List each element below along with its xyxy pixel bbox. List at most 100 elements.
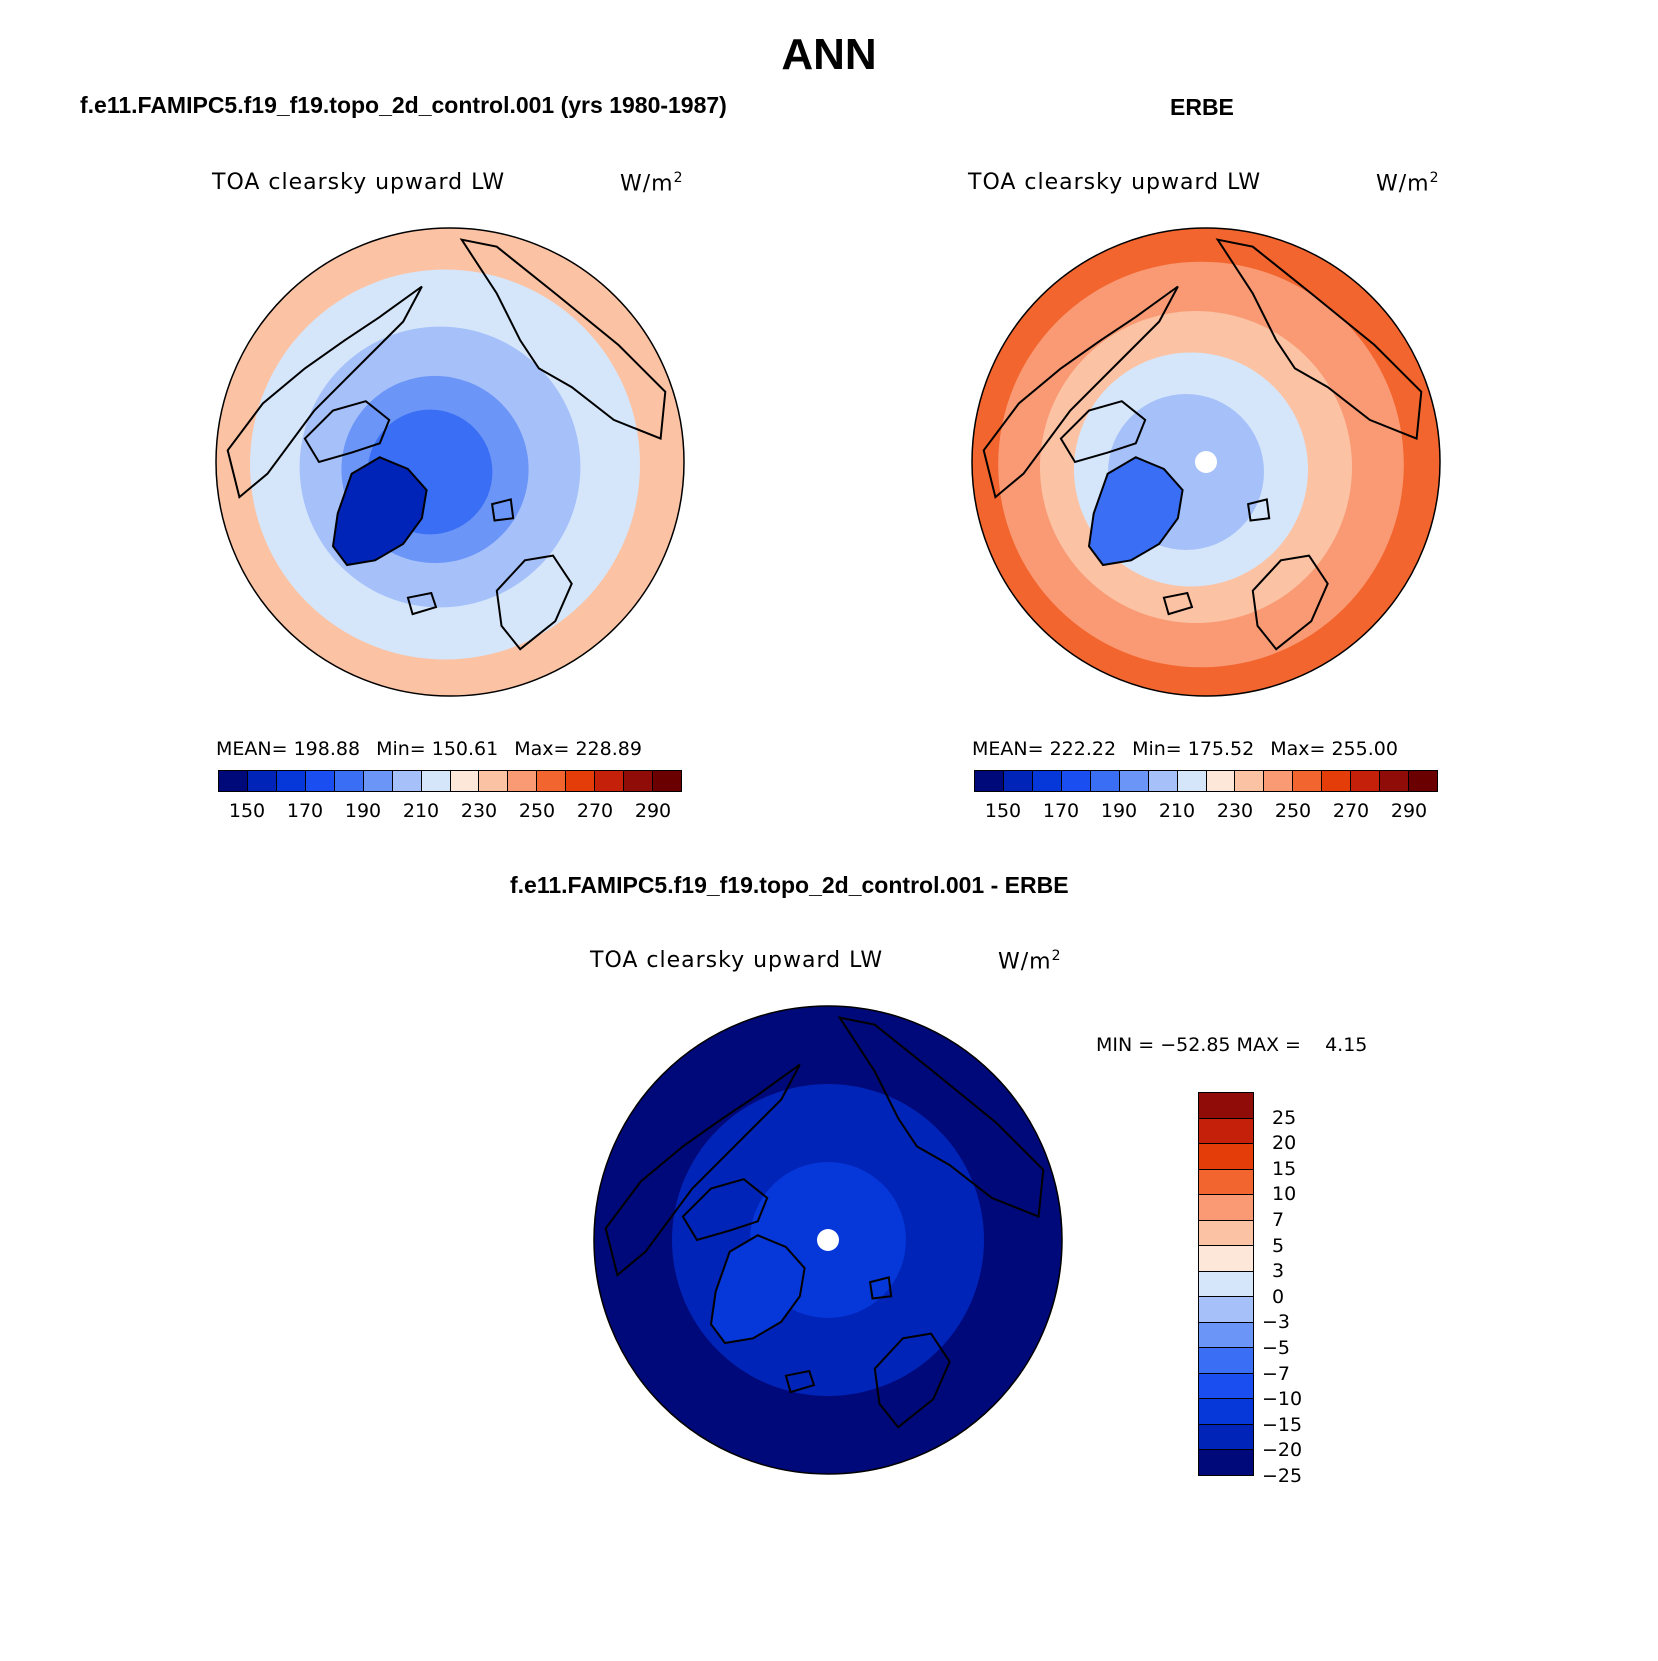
page-title: ANN	[781, 30, 877, 79]
mean-label: MEAN= 198.88	[216, 738, 361, 760]
colorbar-segment	[276, 771, 306, 791]
colorbar-segment	[624, 771, 654, 791]
coastline	[709, 1234, 806, 1345]
colorbar-tick-label: 290	[634, 800, 672, 822]
units-exponent: 2	[1051, 948, 1062, 964]
colorbar-tick-label: 0	[1272, 1285, 1285, 1308]
greenland-region	[333, 457, 427, 565]
colorbar-segment	[1119, 771, 1149, 791]
coastline	[868, 1276, 893, 1300]
colorbar-tick-label: 250	[518, 800, 556, 822]
colorbar-tick-label: 190	[1100, 800, 1138, 822]
colorbar-segment	[1264, 771, 1294, 791]
colorbar-tick-label: 150	[228, 800, 266, 822]
colorbar-tick-label: 270	[576, 800, 614, 822]
polar-map-obs	[971, 227, 1441, 697]
units-base: W/m	[998, 949, 1052, 975]
colorbar-tick-label: 210	[402, 800, 440, 822]
colorbar-obs	[974, 770, 1438, 792]
colorbar-segment	[392, 771, 422, 791]
colorbar-segment	[247, 771, 277, 791]
colorbar-tick-label: 170	[1042, 800, 1080, 822]
colorbar-segment	[1235, 771, 1265, 791]
coastline	[982, 285, 1179, 499]
colorbar-segment	[1206, 771, 1236, 791]
coastline	[1087, 456, 1184, 567]
colorbar-tick-label: 290	[1390, 800, 1428, 822]
colorbar-segment	[1322, 771, 1352, 791]
coastline	[331, 456, 428, 567]
colorbar-tick-label: −5	[1262, 1337, 1291, 1359]
units-base: W/m	[620, 171, 674, 197]
units-obs: W/m2	[1376, 170, 1440, 196]
coastline	[1162, 591, 1194, 616]
colorbar-model	[218, 770, 682, 792]
variable-title-obs: TOA clearsky upward LW	[968, 170, 1262, 195]
mean-label: MEAN= 222.22	[972, 738, 1117, 760]
minmax-diff: MIN = −52.85 MAX = 4.15	[1096, 1034, 1368, 1056]
colorbar-segment	[1199, 1399, 1253, 1425]
coastline	[226, 285, 423, 499]
pole-missing	[817, 1229, 839, 1251]
colorbar-ticks-diff: 25 20 15 10 7 5 3 0 −3 −5 −7 −10 −15 −20 −25	[1262, 1092, 1322, 1487]
colorbar-tick-label: 230	[460, 800, 498, 822]
variable-title-model: TOA clearsky upward LW	[212, 170, 506, 195]
colorbar-segment	[1380, 771, 1410, 791]
colorbar-segment	[1199, 1424, 1253, 1451]
colorbar-segment	[1199, 1271, 1253, 1298]
max-label: Max= 255.00	[1270, 738, 1398, 760]
colorbar-tick-label: 150	[984, 800, 1022, 822]
colorbar-tick-label: −20	[1262, 1439, 1303, 1462]
variable-title-diff: TOA clearsky upward LW	[590, 948, 884, 973]
colorbar-tick-label: 10	[1272, 1183, 1297, 1206]
colorbar-segment	[595, 771, 625, 791]
stats-obs: MEAN= 222.22 Min= 175.52 Max= 255.00	[972, 738, 1414, 760]
colorbar-segment	[1199, 1220, 1253, 1247]
colorbar-segment	[1199, 1144, 1253, 1170]
coastline	[490, 498, 515, 522]
units-exponent: 2	[1429, 170, 1440, 186]
units-diff: W/m2	[998, 948, 1062, 974]
greenland-region	[1089, 457, 1183, 565]
colorbar-segment	[975, 771, 1004, 791]
colorbar-segment	[1293, 771, 1323, 791]
colorbar-segment	[1199, 1297, 1253, 1323]
colorbar-segment	[1199, 1093, 1253, 1119]
colorbar-tick-label: 7	[1272, 1209, 1285, 1231]
polar-map-diff	[593, 1005, 1063, 1475]
coastline	[1215, 238, 1423, 441]
units-model: W/m2	[620, 170, 684, 196]
colorbar-segment	[1199, 1118, 1253, 1145]
colorbar-tick-label: 20	[1272, 1132, 1297, 1155]
colorbar-segment	[537, 771, 567, 791]
colorbar-segment	[1061, 771, 1091, 791]
colorbar-diff	[1198, 1092, 1254, 1476]
colorbar-tick-label: 250	[1274, 800, 1312, 822]
colorbar-tick-label: 270	[1332, 800, 1370, 822]
colorbar-tick-label: 5	[1272, 1234, 1285, 1257]
colorbar-tick-label: −7	[1262, 1362, 1291, 1385]
colorbar-tick-label: −3	[1262, 1311, 1291, 1334]
coastline	[406, 591, 438, 616]
colorbar-segment	[1199, 1169, 1253, 1196]
colorbar-tick-label: 15	[1272, 1157, 1297, 1180]
colorbar-segment	[566, 771, 596, 791]
colorbar-segment	[1199, 1246, 1253, 1272]
units-base: W/m	[1376, 171, 1430, 197]
polar-map-model	[215, 227, 685, 697]
colorbar-segment	[1090, 771, 1120, 791]
colorbar-segment	[363, 771, 393, 791]
coastline	[681, 1178, 769, 1242]
coastline	[459, 238, 667, 441]
colorbar-tick-label: −10	[1262, 1388, 1303, 1411]
colorbar-tick-label: 210	[1158, 800, 1196, 822]
colorbar-tick-label: −15	[1262, 1413, 1303, 1436]
colorbar-segment	[653, 771, 681, 791]
colorbar-tick-label: 25	[1272, 1106, 1297, 1129]
coastline	[873, 1332, 951, 1429]
max-label: Max= 228.89	[514, 738, 642, 760]
coastline	[495, 554, 573, 651]
panel-title-obs: ERBE	[1170, 94, 1234, 120]
map-outline	[215, 227, 685, 697]
colorbar-segment	[1148, 771, 1178, 791]
